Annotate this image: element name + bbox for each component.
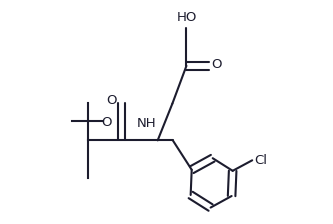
- Text: O: O: [211, 58, 222, 71]
- Text: HO: HO: [176, 11, 197, 24]
- Text: Cl: Cl: [255, 154, 268, 167]
- Text: O: O: [101, 116, 112, 129]
- Text: O: O: [107, 94, 117, 107]
- Text: NH: NH: [137, 117, 157, 130]
